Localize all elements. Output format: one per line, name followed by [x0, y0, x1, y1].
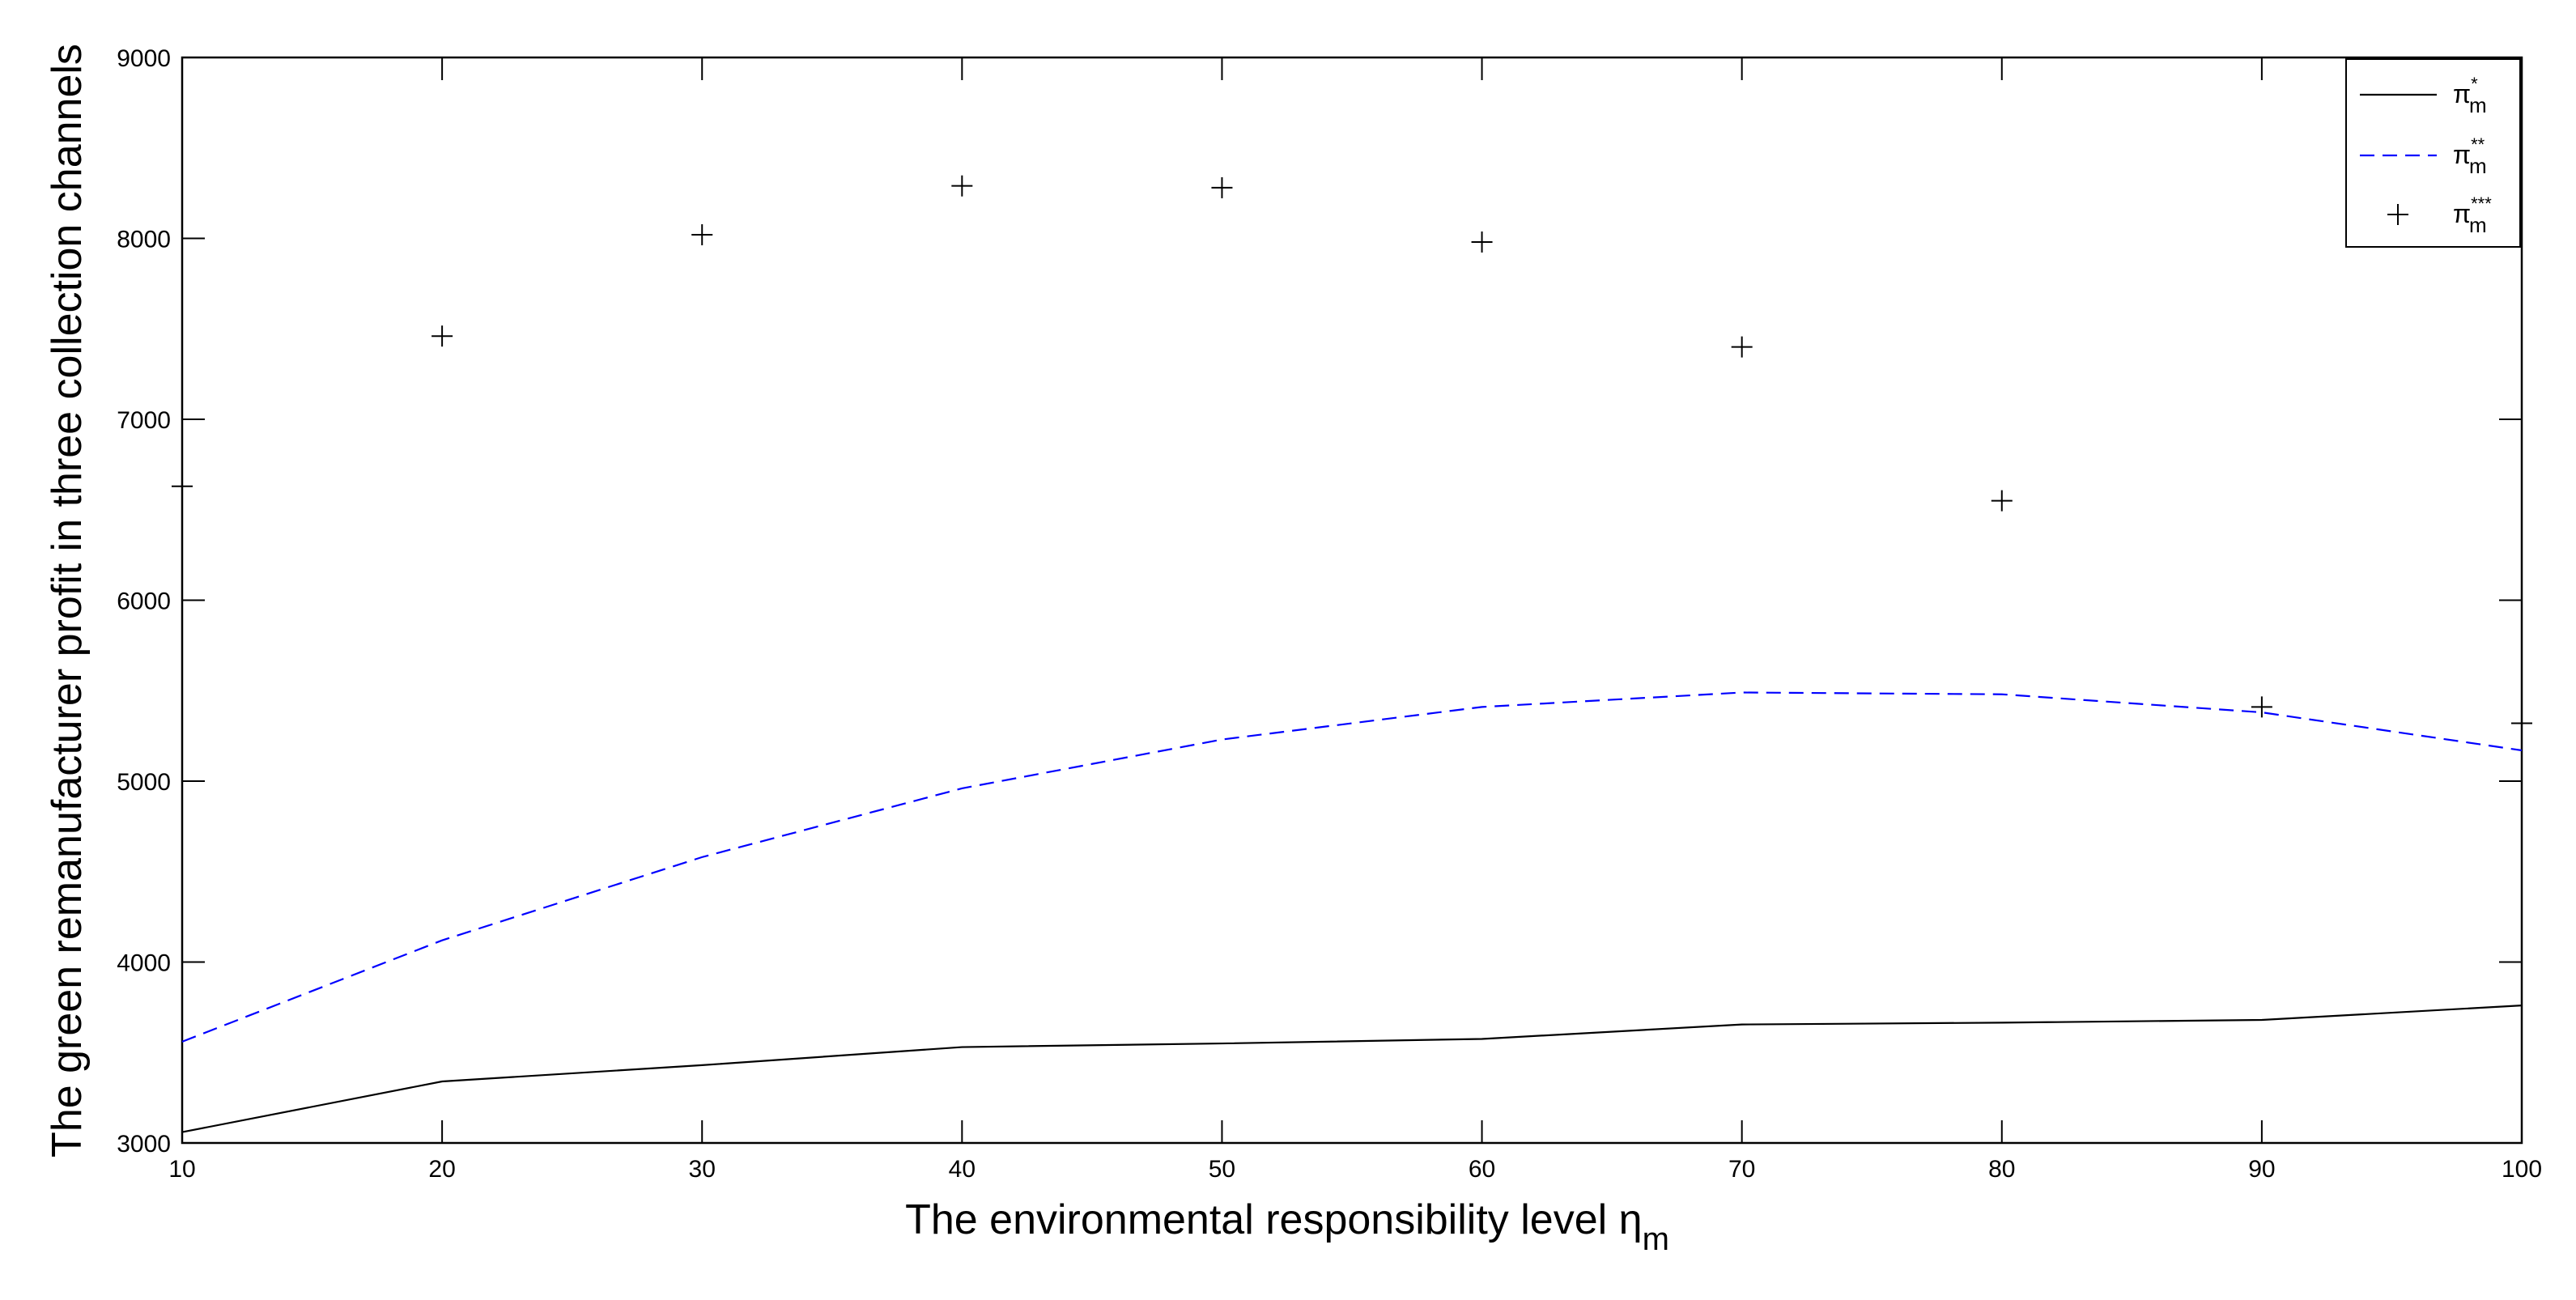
legend-label: π*** m — [2453, 193, 2492, 237]
legend-marker — [2387, 204, 2408, 225]
series-1 — [181, 1005, 2523, 1133]
legend-label: π** m — [2453, 134, 2487, 178]
y-tick-label: 4000 — [117, 950, 171, 977]
x-tick-label: 40 — [949, 1156, 976, 1183]
plot-area — [181, 56, 2523, 1145]
x-tick-label: 90 — [2248, 1156, 2275, 1183]
y-axis-title: The green remanufacturer profit in three… — [44, 44, 91, 1158]
y-tick-label: 8000 — [117, 227, 171, 253]
series-3-point — [2511, 712, 2532, 734]
legend-entry-2: π** m — [2360, 134, 2487, 178]
series-3-point — [431, 325, 453, 347]
x-tick-label: 100 — [2502, 1156, 2542, 1183]
x-tick-label: 20 — [428, 1156, 455, 1183]
series-3-point — [2251, 696, 2272, 718]
series-2-line — [181, 691, 2523, 1043]
y-tick-label: 3000 — [117, 1131, 171, 1158]
legend-entry-3: π*** m — [2387, 193, 2492, 237]
legend: π* m π** m π*** m — [2345, 58, 2521, 248]
series-3-point — [951, 175, 973, 197]
series-3 — [172, 175, 2532, 734]
x-axis-title: The environmental responsibility level η… — [905, 1196, 1669, 1257]
x-tick-label: 30 — [689, 1156, 716, 1183]
legend-entry-1: π* m — [2360, 74, 2487, 117]
y-tick-label: 9000 — [117, 45, 171, 72]
series-layer — [172, 175, 2532, 1133]
series-3-point — [1471, 231, 1493, 253]
x-tick-label: 70 — [1728, 1156, 1755, 1183]
y-tick-label: 7000 — [117, 407, 171, 434]
ticks-layer: 10 20 30 40 50 60 70 80 90 100 3000 4000 5000 6000 700… — [117, 45, 2542, 1183]
series-2 — [181, 691, 2523, 1043]
series-1-line — [181, 1005, 2523, 1133]
x-tick-label: 60 — [1469, 1156, 1495, 1183]
series-3-point — [1211, 176, 1233, 198]
series-3-point — [172, 475, 193, 497]
series-3-point — [1731, 336, 1753, 358]
series-3-point — [1991, 490, 2013, 512]
x-tick-label: 80 — [1988, 1156, 2015, 1183]
series-3-point — [691, 224, 713, 246]
legend-label: π* m — [2453, 74, 2487, 117]
y-tick-label: 5000 — [117, 769, 171, 796]
y-tick-label: 6000 — [117, 588, 171, 615]
x-tick-label: 50 — [1209, 1156, 1235, 1183]
legend-box — [2345, 58, 2521, 248]
x-tick-label: 10 — [168, 1156, 195, 1183]
